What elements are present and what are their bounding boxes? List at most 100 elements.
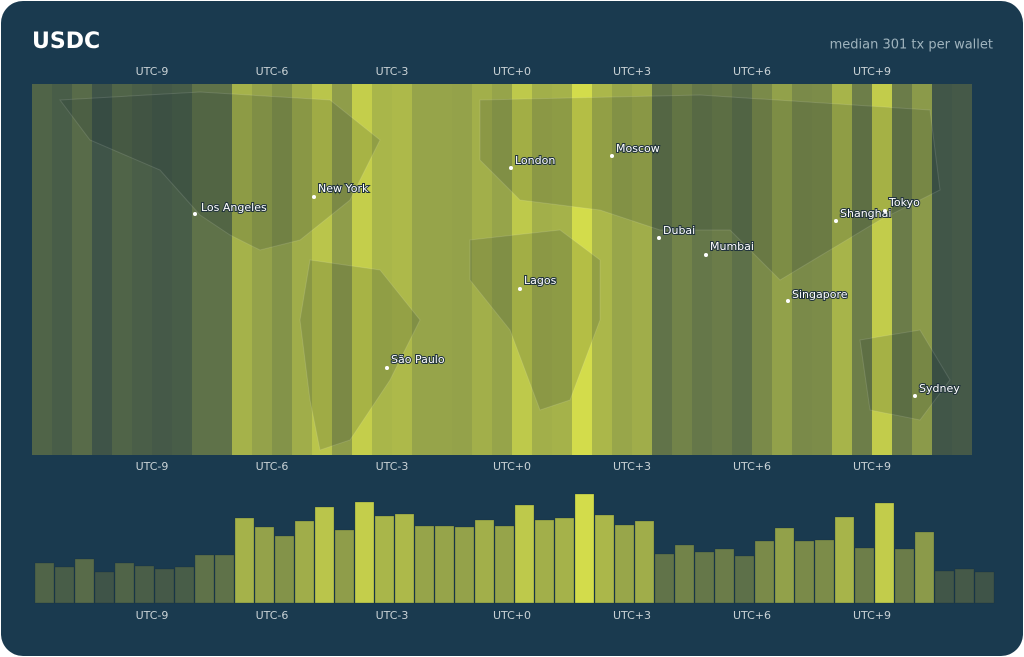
bar	[394, 513, 415, 604]
timezone-stripe	[332, 84, 352, 455]
timezone-stripe	[532, 84, 552, 455]
timezone-label: UTC-6	[256, 65, 289, 78]
bar	[214, 554, 235, 604]
timezone-label: UTC+9	[853, 460, 891, 473]
bar	[974, 571, 995, 604]
bar	[694, 551, 715, 604]
timezone-label: UTC+3	[613, 609, 651, 622]
city-label: Sydney	[919, 382, 960, 395]
city-dot	[312, 195, 316, 199]
bar	[154, 568, 175, 604]
timezone-stripe	[152, 84, 172, 455]
timezone-label: UTC-6	[256, 460, 289, 473]
bar	[494, 525, 515, 604]
bar	[674, 544, 695, 604]
bar	[174, 566, 195, 604]
land-outlines	[59, 91, 951, 451]
bar	[754, 540, 775, 604]
timezone-labels: UTC-9 UTC-9 UTC-9 UTC-6 UTC-6 UTC-6 UTC-3 UTC-3…	[136, 65, 891, 622]
bar	[954, 568, 975, 604]
city-markers: Los Angeles New York London Moscow Dubai…	[193, 141, 961, 398]
timezone-stripe	[392, 84, 412, 455]
bar	[414, 525, 435, 604]
timezone-stripe	[812, 84, 832, 455]
timezone-stripe	[712, 84, 732, 455]
activity-bars	[34, 493, 995, 604]
bar	[814, 539, 835, 604]
timezone-stripe	[492, 84, 512, 455]
timezone-stripe	[892, 84, 912, 455]
timezone-stripe	[192, 84, 212, 455]
bar	[834, 516, 855, 604]
bar	[74, 558, 95, 604]
timezone-label: UTC+0	[493, 65, 531, 78]
timezone-stripe	[592, 84, 612, 455]
city-dot	[193, 212, 197, 216]
city-label: New York	[318, 182, 369, 195]
timezone-stripe	[952, 84, 972, 455]
bar	[274, 535, 295, 604]
timezone-stripe	[52, 84, 72, 455]
timezone-stripe	[572, 84, 592, 455]
bar	[294, 520, 315, 604]
city-dot	[610, 154, 614, 158]
timezone-label: UTC+6	[733, 460, 771, 473]
bar	[874, 502, 895, 604]
timezone-stripe	[652, 84, 672, 455]
city-label: Mumbai	[710, 240, 754, 253]
timezone-stripe	[252, 84, 272, 455]
bar	[534, 519, 555, 604]
bar	[714, 548, 735, 604]
city-dot	[385, 366, 389, 370]
bar	[34, 562, 55, 604]
timezone-label: UTC-9	[136, 460, 169, 473]
timezone-label: UTC-3	[376, 609, 409, 622]
title: USDC	[32, 29, 100, 54]
timezone-label: UTC+0	[493, 609, 531, 622]
city-dot	[509, 166, 513, 170]
timezone-stripe	[792, 84, 812, 455]
city-dot	[913, 394, 917, 398]
timezone-label: UTC-6	[256, 609, 289, 622]
city-label: Moscow	[616, 142, 660, 155]
timezone-label: UTC+3	[613, 65, 651, 78]
bar	[434, 525, 455, 604]
timezone-stripe	[32, 84, 52, 455]
timezone-stripe	[92, 84, 112, 455]
city-label: Shanghai	[840, 207, 891, 220]
timezone-stripe	[412, 84, 432, 455]
timezone-stripe	[912, 84, 932, 455]
city-dot	[883, 209, 887, 213]
timezone-label: UTC-9	[136, 65, 169, 78]
bar	[254, 526, 275, 604]
bar	[354, 501, 375, 604]
bar	[134, 565, 155, 604]
bar	[934, 570, 955, 604]
timezone-stripe	[752, 84, 772, 455]
bar	[854, 547, 875, 604]
timezone-stripe	[672, 84, 692, 455]
timezone-stripe	[552, 84, 572, 455]
timezone-stripe	[852, 84, 872, 455]
timezone-stripe	[632, 84, 652, 455]
timezone-label: UTC+0	[493, 460, 531, 473]
timezone-stripe	[72, 84, 92, 455]
timezone-stripe	[372, 84, 392, 455]
timezone-label: UTC+9	[853, 65, 891, 78]
timezone-label: UTC+3	[613, 460, 651, 473]
bar	[794, 540, 815, 604]
city-label: Los Angeles	[201, 201, 267, 214]
timezone-stripe	[212, 84, 232, 455]
city-label: São Paulo	[391, 353, 445, 366]
bar	[194, 554, 215, 604]
bar	[774, 527, 795, 604]
timezone-stripe	[512, 84, 532, 455]
bar	[334, 529, 355, 604]
city-label: Lagos	[524, 274, 557, 287]
timezone-label: UTC+9	[853, 609, 891, 622]
timezone-label: UTC-3	[376, 460, 409, 473]
timezone-label: UTC+6	[733, 609, 771, 622]
subtitle: median 301 tx per wallet	[830, 38, 993, 53]
timezone-stripe	[232, 84, 252, 455]
timezone-label: UTC+6	[733, 65, 771, 78]
